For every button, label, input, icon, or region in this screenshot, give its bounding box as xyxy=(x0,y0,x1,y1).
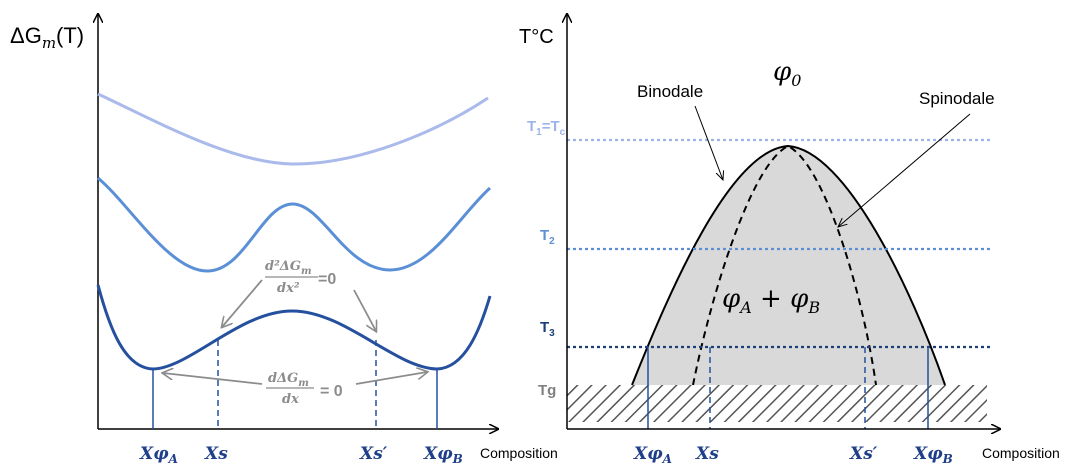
second-derivative-annotation: d²ΔGm dx² =0 xyxy=(222,259,376,331)
phi0-label: φ0 xyxy=(773,57,801,90)
right-tick-label-xs: Xs xyxy=(695,444,719,464)
minimum-arrow-left xyxy=(163,373,263,385)
two-phase-label: φA + φB xyxy=(722,284,820,317)
t2-label: T2 xyxy=(540,227,555,247)
first-derivative-numerator: dΔGm xyxy=(268,371,309,389)
binodal-curve xyxy=(631,144,946,386)
left-x-axis-label: Composition xyxy=(480,445,558,461)
spinodale-arrow xyxy=(838,113,971,227)
binodale-label: Binodale xyxy=(637,82,703,101)
t1-label: T1=Tc xyxy=(527,118,566,138)
tg-label: Tg xyxy=(538,382,556,399)
inflection-arrow-left xyxy=(222,279,263,327)
energy-curve-t1 xyxy=(97,92,489,166)
two-phase-region xyxy=(632,146,945,385)
second-derivative-numerator: d²ΔGm xyxy=(265,259,312,277)
inflection-arrow-right xyxy=(353,289,376,331)
first-derivative-equals: = 0 xyxy=(320,383,343,400)
right-tick-label-xphiA: XφA xyxy=(633,444,672,466)
left-tick-label-xs-prime: Xs′ xyxy=(359,444,388,464)
left-tick-label-xs: Xs xyxy=(204,444,228,464)
right-y-axis-label: T°C xyxy=(519,26,554,48)
binodale-arrow xyxy=(694,105,723,180)
energy-curve-t2 xyxy=(97,176,492,273)
minimum-arrow-right xyxy=(355,372,427,385)
second-derivative-denominator: dx² xyxy=(277,281,300,296)
first-derivative-denominator: dx xyxy=(282,392,299,407)
spinodale-label: Spinodale xyxy=(919,89,995,108)
right-tick-label-xphiB: XφB xyxy=(913,444,953,466)
right-tick-label-xs-prime: Xs′ xyxy=(849,444,878,464)
right-x-axis-label: Composition xyxy=(982,445,1060,461)
left-panel: ΔGm(T) d²ΔGm dx² =0 dΔGm dx xyxy=(10,14,558,466)
energy-curve-t3 xyxy=(96,284,492,371)
t3-label: T3 xyxy=(540,319,555,339)
second-derivative-equals: =0 xyxy=(318,271,336,288)
left-tick-label-xphiB: XφB xyxy=(423,444,463,466)
left-tick-label-xphiA: XφA xyxy=(139,444,178,466)
glass-transition-region xyxy=(567,385,987,422)
first-derivative-annotation: dΔGm dx = 0 xyxy=(163,371,427,407)
left-y-axis-label: ΔGm(T) xyxy=(10,23,84,52)
right-panel: T°C T1=Tc T2 T3 Tg φ0 Binodale Spinodale… xyxy=(519,14,1060,466)
